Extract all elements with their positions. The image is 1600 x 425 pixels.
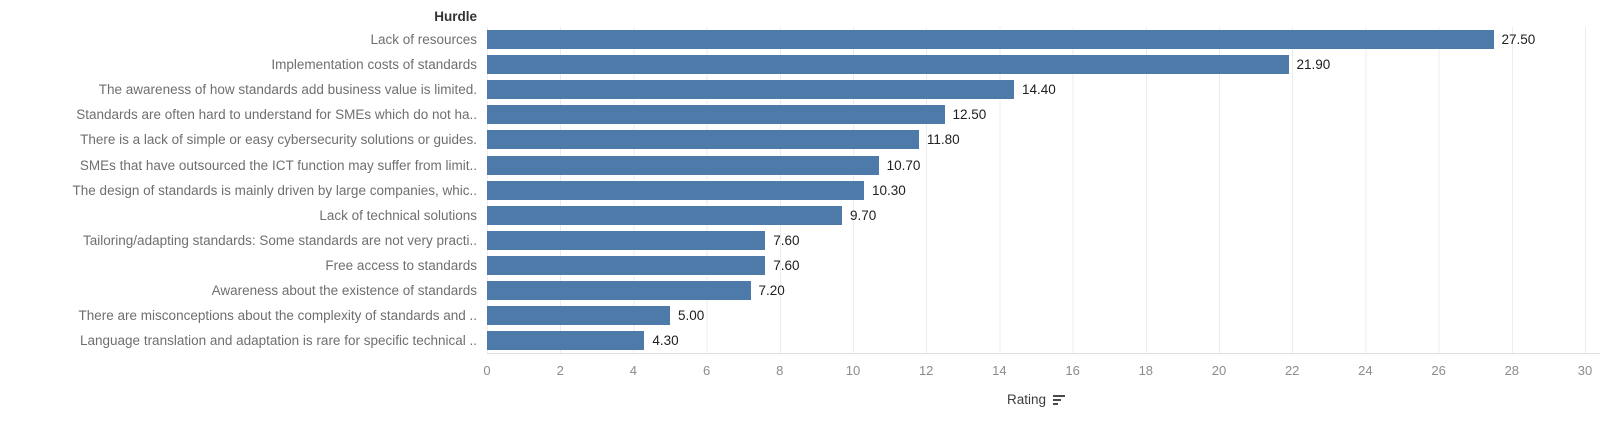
plot-area: 12.50 xyxy=(487,102,1600,128)
x-axis-tick-label: 0 xyxy=(483,363,491,379)
category-label[interactable]: Lack of technical solutions xyxy=(319,207,477,223)
plot-area: 11.80 xyxy=(487,127,1600,153)
category-label[interactable]: The design of standards is mainly driven… xyxy=(72,182,477,198)
bar-row: Lack of resources 27.50 xyxy=(0,27,1600,53)
category-label[interactable]: There is a lack of simple or easy cybers… xyxy=(80,132,477,148)
bar-row: There is a lack of simple or easy cybers… xyxy=(0,127,1600,153)
bar-value-label: 4.30 xyxy=(652,333,679,349)
bar-row: Tailoring/adapting standards: Some stand… xyxy=(0,227,1600,253)
category-label[interactable]: Free access to standards xyxy=(325,257,477,273)
bar-value-label: 7.20 xyxy=(758,282,785,298)
bar[interactable] xyxy=(487,55,1289,75)
x-axis-tick-label: 10 xyxy=(845,363,861,379)
category-label[interactable]: Implementation costs of standards xyxy=(271,57,477,73)
x-axis-tick-label: 2 xyxy=(556,363,564,379)
bar-value-label: 9.70 xyxy=(850,207,877,223)
x-axis-tick-label: 14 xyxy=(992,363,1007,379)
x-axis-tick-label: 16 xyxy=(1065,363,1080,379)
bar[interactable] xyxy=(487,205,842,225)
x-axis: 0 2 4 6 8 10 12 14 16 18 20 22 24 26 28 30 xyxy=(0,353,1600,386)
chart-header-row: Hurdle xyxy=(0,0,1600,27)
bar[interactable] xyxy=(487,280,751,300)
bar[interactable] xyxy=(487,80,1014,100)
x-axis-tick-label: 26 xyxy=(1431,363,1446,379)
bar-value-label: 11.80 xyxy=(926,132,960,148)
plot-area: 21.90 xyxy=(487,52,1600,78)
sort-descending-icon[interactable] xyxy=(1053,395,1066,406)
x-axis-title-spacer xyxy=(0,386,487,412)
bar[interactable] xyxy=(487,230,766,250)
bar-row: Lack of technical solutions 9.70 xyxy=(0,202,1600,228)
bar-row: SMEs that have outsourced the ICT functi… xyxy=(0,152,1600,178)
category-axis-title: Hurdle xyxy=(434,9,477,24)
x-axis-spacer xyxy=(0,353,487,386)
plot-area: 4.30 xyxy=(487,328,1600,354)
bar-value-label: 27.50 xyxy=(1501,32,1536,48)
bar-value-label: 10.30 xyxy=(872,182,906,198)
bar-value-label: 10.70 xyxy=(886,157,921,173)
bar[interactable] xyxy=(487,180,864,200)
category-label[interactable]: There are misconceptions about the compl… xyxy=(78,308,477,324)
bar[interactable] xyxy=(487,30,1494,50)
bar[interactable] xyxy=(487,155,879,175)
plot-area: 27.50 xyxy=(487,27,1600,53)
category-label[interactable]: Tailoring/adapting standards: Some stand… xyxy=(83,232,477,248)
plot-area: 14.40 xyxy=(487,77,1600,103)
bar[interactable] xyxy=(487,105,945,125)
x-axis-tick-label: 12 xyxy=(918,363,934,379)
category-label[interactable]: The awareness of how standards add busin… xyxy=(98,82,477,98)
plot-area: 5.00 xyxy=(487,303,1600,329)
bar-rows: Lack of resources 27.50 Implementation cos… xyxy=(0,27,1600,354)
bar-row: Awareness about the existence of standar… xyxy=(0,277,1600,304)
x-axis-tick-label: 18 xyxy=(1138,363,1154,379)
bar-row: Implementation costs of standards 21.90 xyxy=(0,52,1600,78)
plot-area: 7.20 xyxy=(487,277,1600,304)
bar-row: Free access to standards 7.60 xyxy=(0,252,1600,278)
x-axis-tick-label: 20 xyxy=(1211,363,1227,379)
x-axis-title[interactable]: Rating xyxy=(1006,391,1047,407)
bar-value-label: 21.90 xyxy=(1296,57,1331,73)
x-axis-tick-label: 6 xyxy=(702,363,711,379)
x-axis-ticks: 0 2 4 6 8 10 12 14 16 18 20 22 24 26 28 30 xyxy=(483,353,1600,386)
plot-area: 7.60 xyxy=(487,252,1600,278)
bar[interactable] xyxy=(487,130,919,150)
x-axis-tick-label: 8 xyxy=(776,363,784,379)
category-label[interactable]: Lack of resources xyxy=(370,32,477,48)
bar[interactable] xyxy=(487,331,645,351)
x-axis-tick-label: 28 xyxy=(1504,363,1520,379)
bar-row: The design of standards is mainly driven… xyxy=(0,177,1600,203)
category-label[interactable]: SMEs that have outsourced the ICT functi… xyxy=(79,157,477,173)
bar-value-label: 12.50 xyxy=(952,107,987,123)
plot-area: 10.30 xyxy=(487,177,1600,203)
bar-value-label: 14.40 xyxy=(1022,82,1056,98)
x-axis-tick-label: 30 xyxy=(1577,363,1593,379)
x-axis-title-area: Rating xyxy=(487,386,1585,412)
category-label[interactable]: Standards are often hard to understand f… xyxy=(76,107,477,123)
bar-row: The awareness of how standards add busin… xyxy=(0,77,1600,103)
category-label[interactable]: Language translation and adaptation is r… xyxy=(80,333,477,349)
plot-area: 7.60 xyxy=(487,227,1600,253)
category-label[interactable]: Awareness about the existence of standar… xyxy=(211,282,477,298)
bar[interactable] xyxy=(487,255,766,275)
bar-row: Standards are often hard to understand f… xyxy=(0,102,1600,128)
x-axis-tick-label: 24 xyxy=(1358,363,1373,379)
bar-row: There are misconceptions about the compl… xyxy=(0,303,1600,329)
plot-area: 10.70 xyxy=(487,152,1600,178)
x-axis-tick-label: 4 xyxy=(629,363,638,379)
bar-value-label: 5.00 xyxy=(678,308,705,324)
plot-area: 9.70 xyxy=(487,202,1600,228)
bar-row: Language translation and adaptation is r… xyxy=(0,328,1600,354)
bar-value-label: 7.60 xyxy=(773,257,800,273)
bar[interactable] xyxy=(487,306,670,326)
x-axis-title-row: Rating xyxy=(0,386,1600,412)
bar-value-label: 7.60 xyxy=(773,232,800,248)
x-axis-tick-label: 22 xyxy=(1284,363,1300,379)
